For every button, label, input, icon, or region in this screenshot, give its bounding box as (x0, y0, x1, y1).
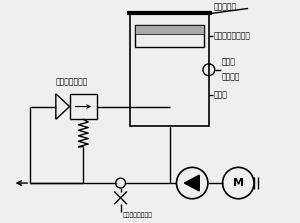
Bar (135, 25, 204, 47)
Bar (135, 25, 204, 34)
Bar (130, 13, 209, 126)
Text: ニップル: ニップル (222, 73, 240, 82)
Polygon shape (184, 175, 199, 191)
Bar (70, 94, 97, 119)
Text: リリーフバルブ: リリーフバルブ (56, 77, 88, 86)
Text: タンクフタ: タンクフタ (214, 2, 237, 11)
Text: 補給口: 補給口 (222, 58, 236, 67)
Text: フォロープレート: フォロープレート (214, 31, 251, 40)
Text: タンク: タンク (214, 90, 228, 99)
Text: M: M (233, 178, 244, 188)
Text: エアー抜きプラグ: エアー抜きプラグ (122, 213, 152, 218)
